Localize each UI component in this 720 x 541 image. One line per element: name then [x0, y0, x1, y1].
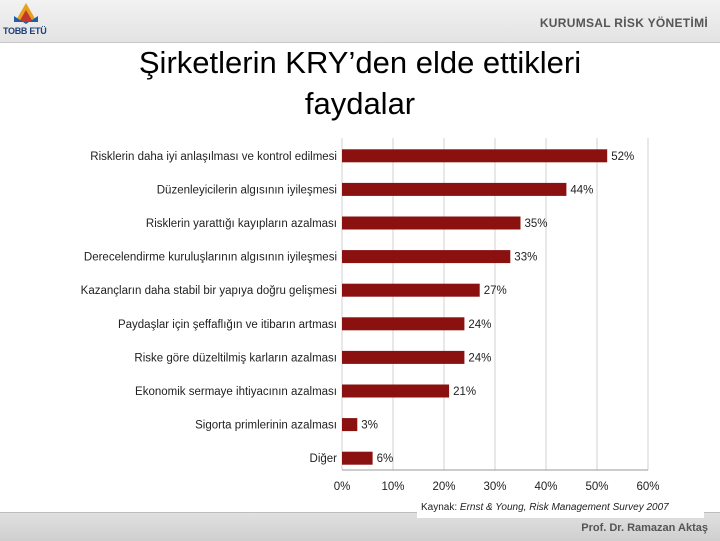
bar-chart: Risklerin daha iyi anlaşılması ve kontro… — [81, 138, 660, 493]
value-label-5: 24% — [468, 319, 491, 331]
category-label-2: Risklerin yarattığı kayıpların azalması — [146, 218, 337, 230]
category-label-3: Derecelendirme kuruluşlarının algısının … — [84, 252, 337, 264]
x-tick-label-3: 30% — [483, 481, 506, 493]
x-tick-label-6: 60% — [636, 481, 659, 493]
value-label-3: 33% — [514, 252, 537, 264]
bar-3 — [342, 250, 511, 264]
source-text: Kaynak: Ernst & Young, Risk Management S… — [421, 502, 669, 513]
category-label-0: Risklerin daha iyi anlaşılması ve kontro… — [90, 151, 337, 163]
bar-0 — [342, 149, 608, 163]
x-tick-label-5: 50% — [585, 481, 608, 493]
source-note: Kaynak: Ernst & Young, Risk Management S… — [417, 499, 704, 518]
x-tick-label-4: 40% — [534, 481, 557, 493]
value-label-2: 35% — [525, 218, 548, 230]
slide-title: Şirketlerin KRY’den elde ettikleri fayda… — [40, 42, 680, 124]
slide-title-line2: faydalar — [304, 86, 416, 121]
bar-5 — [342, 317, 465, 331]
chart-panel: Risklerin daha iyi anlaşılması ve kontro… — [44, 138, 674, 494]
value-label-7: 21% — [453, 386, 476, 398]
value-label-0: 52% — [611, 151, 634, 163]
tobb-etu-logo-icon — [14, 3, 38, 24]
logo-text: TOBB ETÜ — [3, 26, 47, 36]
header-band: TOBB ETÜ KURUMSAL RİSK YÖNETİMİ — [0, 0, 720, 43]
value-label-4: 27% — [484, 285, 507, 297]
source-name: Ernst & Young, Risk Management Survey 20… — [459, 502, 669, 513]
category-label-1: Düzenleyicilerin algısının iyileşmesi — [157, 184, 337, 196]
bar-8 — [342, 418, 358, 432]
x-tick-label-0: 0% — [334, 481, 351, 493]
x-tick-label-1: 10% — [381, 481, 404, 493]
value-label-8: 3% — [361, 420, 378, 432]
value-label-6: 24% — [468, 352, 491, 364]
bar-7 — [342, 384, 450, 398]
header-title: KURUMSAL RİSK YÖNETİMİ — [539, 16, 708, 30]
author-name: Prof. Dr. Ramazan Aktaş — [581, 522, 708, 534]
value-label-9: 6% — [377, 453, 394, 465]
bar-2 — [342, 216, 521, 230]
slide-title-line1: Şirketlerin KRY’den elde ettikleri — [138, 45, 582, 80]
x-tick-label-2: 20% — [432, 481, 455, 493]
bar-9 — [342, 451, 373, 465]
bar-6 — [342, 350, 465, 364]
category-label-4: Kazançların daha stabil bir yapıya doğru… — [81, 285, 337, 297]
category-label-5: Paydaşlar için şeffaflığın ve itibarın a… — [118, 319, 337, 331]
category-label-9: Diğer — [310, 453, 338, 465]
bar-1 — [342, 182, 567, 196]
category-label-6: Riske göre düzeltilmiş karların azalması — [134, 352, 337, 364]
category-label-8: Sigorta primlerinin azalması — [195, 420, 337, 432]
bar-4 — [342, 283, 480, 297]
source-label: Kaynak: — [421, 502, 460, 513]
category-label-7: Ekonomik sermaye ihtiyacının azalması — [135, 386, 337, 398]
value-label-1: 44% — [570, 184, 593, 196]
